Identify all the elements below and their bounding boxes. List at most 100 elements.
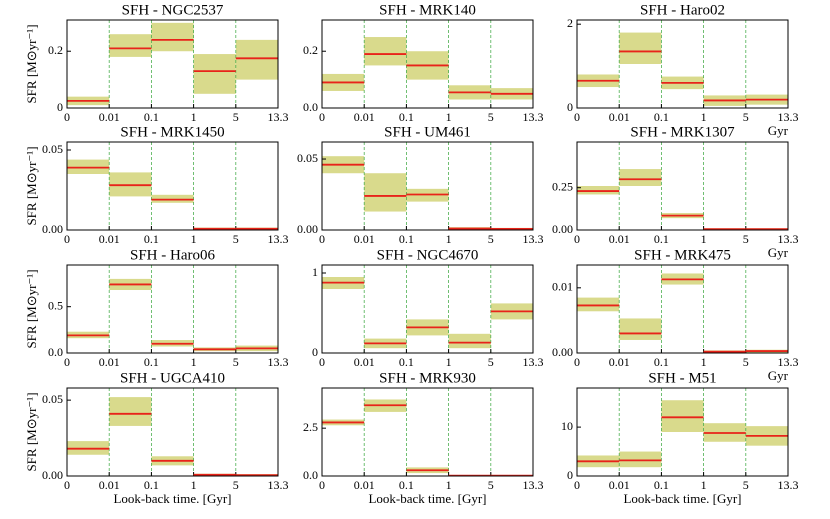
plot-frame bbox=[576, 264, 789, 354]
x-tick-label: 0 bbox=[319, 478, 325, 492]
uncertainty-band bbox=[619, 318, 662, 340]
x-tick-label: 0.01 bbox=[609, 355, 630, 369]
y-tick-label: 0 bbox=[567, 100, 573, 114]
uncertainty-band bbox=[364, 37, 407, 66]
y-tick-label: 0.0 bbox=[303, 100, 318, 114]
uncertainty-band bbox=[577, 297, 620, 312]
y-tick-label: 0.2 bbox=[48, 43, 63, 57]
x-tick-label: 13.3 bbox=[268, 110, 289, 124]
x-tick-label: 0 bbox=[64, 110, 70, 124]
x-tick-label: 0.01 bbox=[354, 478, 375, 492]
x-tick-label: 1 bbox=[701, 110, 707, 124]
x-tick-label: 13.3 bbox=[778, 478, 799, 492]
uncertainty-band bbox=[619, 451, 662, 468]
x-tick-label: 13.3 bbox=[778, 355, 799, 369]
plot-frame bbox=[321, 141, 534, 231]
uncertainty-band bbox=[109, 397, 152, 426]
y-tick-label: 0.2 bbox=[303, 43, 318, 57]
panel-title: SFH - Haro02 bbox=[640, 2, 725, 18]
x-tick-label: 0.01 bbox=[99, 110, 120, 124]
x-axis-label: Gyr bbox=[768, 123, 789, 138]
y-axis-label: SFR [M⊙yr⁻¹] bbox=[24, 146, 39, 225]
y-tick-label: 0 bbox=[57, 100, 63, 114]
x-axis-label: Look-back time. [Gyr] bbox=[113, 491, 231, 506]
x-tick-label: 0.01 bbox=[609, 232, 630, 246]
x-tick-label: 0.1 bbox=[654, 478, 669, 492]
x-tick-label: 13.3 bbox=[778, 110, 799, 124]
x-tick-label: 0.1 bbox=[399, 232, 414, 246]
y-axis-label: SFR [M⊙yr⁻¹] bbox=[24, 392, 39, 471]
x-tick-label: 0.01 bbox=[99, 478, 120, 492]
x-tick-label: 1 bbox=[191, 110, 197, 124]
panel: 0 0.01 0.1 1 5 13.3 0.00 0.05 SFH - UGCA410 SFR [… bbox=[24, 370, 289, 506]
x-tick-label: 0.1 bbox=[144, 110, 159, 124]
y-tick-label: 0.5 bbox=[48, 298, 63, 312]
panel-title: SFH - MRK1450 bbox=[120, 124, 224, 140]
x-tick-label: 1 bbox=[446, 478, 452, 492]
x-tick-label: 0 bbox=[574, 478, 580, 492]
panel: 0 0.01 0.1 1 5 13.3 0 0.2 SFH - NGC2537 SFR [M⊙yr… bbox=[24, 2, 289, 123]
x-tick-label: 0 bbox=[64, 355, 70, 369]
x-tick-label: 5 bbox=[743, 478, 749, 492]
panel-title: SFH - NGC2537 bbox=[122, 2, 224, 18]
plot-frame bbox=[66, 387, 279, 477]
x-tick-label: 13.3 bbox=[268, 232, 289, 246]
x-axis-label: Gyr bbox=[768, 368, 789, 383]
x-tick-label: 13.3 bbox=[268, 478, 289, 492]
x-tick-label: 1 bbox=[191, 355, 197, 369]
uncertainty-band bbox=[151, 22, 194, 52]
plot-frame bbox=[321, 387, 534, 477]
x-tick-label: 0.1 bbox=[654, 355, 669, 369]
uncertainty-band bbox=[109, 34, 152, 57]
panel: 0 0.01 0.1 1 5 13.3 0 10 SFH - M51 Look-back time… bbox=[561, 370, 799, 506]
x-tick-label: 0 bbox=[574, 110, 580, 124]
x-tick-label: 5 bbox=[233, 110, 239, 124]
x-tick-label: 1 bbox=[701, 478, 707, 492]
x-tick-label: 0.1 bbox=[144, 355, 159, 369]
x-tick-label: 0.01 bbox=[99, 355, 120, 369]
x-tick-label: 5 bbox=[743, 355, 749, 369]
x-tick-label: 0.1 bbox=[399, 110, 414, 124]
y-tick-label: 0.0 bbox=[303, 468, 318, 482]
y-tick-label: 0.0 bbox=[48, 345, 63, 359]
x-tick-label: 0 bbox=[319, 110, 325, 124]
x-tick-label: 0.1 bbox=[144, 478, 159, 492]
panel-title: SFH - MRK930 bbox=[379, 370, 476, 386]
panel-title: SFH - UM461 bbox=[384, 124, 471, 140]
panel-title: SFH - MRK140 bbox=[379, 2, 476, 18]
x-tick-label: 1 bbox=[446, 355, 452, 369]
x-tick-label: 5 bbox=[488, 355, 494, 369]
x-tick-label: 0.1 bbox=[654, 232, 669, 246]
panel: 0 0.01 0.1 1 5 13.3 0.00 0.25 SFH - MRK1307 Gyr bbox=[552, 124, 799, 260]
y-tick-label: 0.25 bbox=[552, 179, 573, 193]
y-tick-label: 0 bbox=[312, 345, 318, 359]
x-tick-label: 0 bbox=[574, 232, 580, 246]
x-tick-label: 5 bbox=[488, 232, 494, 246]
panel: 0 0.01 0.1 1 5 13.3 0.00 0.05 SFH - UM461 bbox=[297, 124, 544, 245]
panel-title: SFH - MRK475 bbox=[634, 247, 731, 263]
x-tick-label: 5 bbox=[743, 110, 749, 124]
x-tick-label: 0.01 bbox=[354, 232, 375, 246]
x-tick-label: 0.01 bbox=[354, 110, 375, 124]
x-tick-label: 1 bbox=[446, 232, 452, 246]
y-tick-label: 0.00 bbox=[42, 468, 63, 482]
uncertainty-band bbox=[193, 54, 236, 94]
x-tick-label: 0.1 bbox=[144, 232, 159, 246]
y-tick-label: 0.00 bbox=[552, 345, 573, 359]
x-tick-label: 13.3 bbox=[778, 232, 799, 246]
plot-frame bbox=[66, 141, 279, 231]
x-tick-label: 1 bbox=[191, 478, 197, 492]
panel-title: SFH - UGCA410 bbox=[120, 370, 225, 386]
uncertainty-band bbox=[619, 169, 662, 186]
y-tick-label: 0.00 bbox=[552, 222, 573, 236]
panel-title: SFH - M51 bbox=[648, 370, 716, 386]
x-tick-label: 13.3 bbox=[523, 478, 544, 492]
y-axis-label: SFR [M⊙yr⁻¹] bbox=[24, 24, 39, 103]
panel-title: SFH - NGC4670 bbox=[377, 247, 479, 263]
y-tick-label: 0.00 bbox=[42, 222, 63, 236]
x-tick-label: 0.01 bbox=[609, 110, 630, 124]
panel: 0 0.01 0.1 1 5 13.3 0.0 0.5 SFH - Haro06 SFR [M⊙y… bbox=[24, 247, 289, 368]
x-tick-label: 1 bbox=[446, 110, 452, 124]
x-tick-label: 5 bbox=[233, 355, 239, 369]
plot-frame bbox=[321, 19, 534, 109]
